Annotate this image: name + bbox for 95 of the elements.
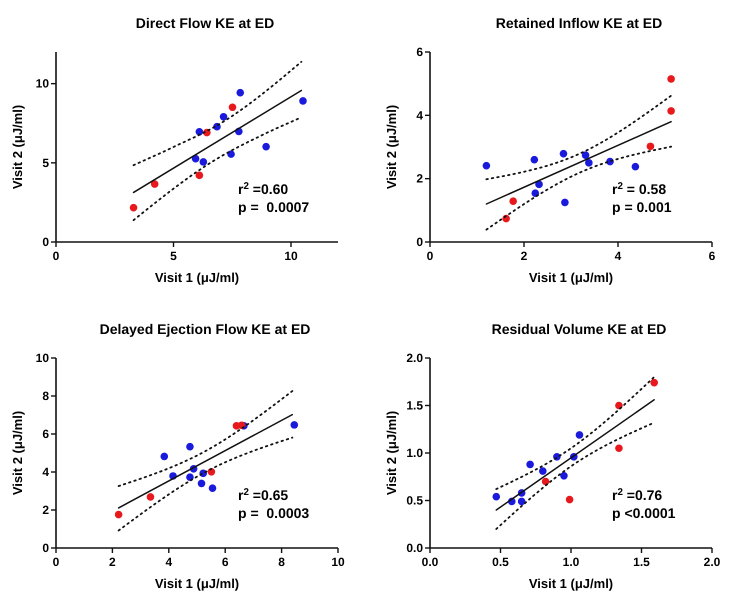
- x-axis-title: Visit 1 (μJ/ml): [528, 270, 614, 285]
- point: [526, 460, 534, 468]
- point: [262, 142, 270, 150]
- point: [582, 151, 590, 160]
- y-axis-title: Visit 2 (μJ/ml): [10, 104, 25, 190]
- line-series: [132, 60, 302, 166]
- y-tick-label: 10: [36, 351, 50, 365]
- point: [290, 421, 298, 429]
- x-axis-title: Visit 1 (μJ/ml): [528, 576, 614, 591]
- point: [228, 103, 236, 112]
- x-tick-label: 10: [331, 555, 345, 569]
- x-tick-label: 10: [284, 249, 298, 263]
- x-tick-label: 6: [222, 555, 229, 569]
- point: [560, 150, 568, 158]
- point: [130, 204, 138, 212]
- point: [236, 88, 244, 96]
- y-tick-label: 6: [416, 45, 424, 59]
- point: [615, 444, 623, 452]
- y-axis-title: Visit 2 (μJ/ml): [384, 410, 399, 496]
- point: [114, 510, 122, 518]
- x-tick-label: 2.0: [704, 555, 721, 569]
- x-tick-label: 1.5: [633, 555, 650, 569]
- y-tick-label: 2: [42, 503, 50, 517]
- point: [632, 162, 640, 170]
- point: [227, 150, 235, 158]
- y-tick-label: 0.0: [406, 541, 424, 555]
- point: [539, 467, 547, 475]
- x-tick-label: 0: [52, 555, 60, 569]
- y-tick-label: 0: [42, 235, 50, 249]
- y-axis-title: Visit 2 (μJ/ml): [384, 104, 399, 190]
- point: [146, 493, 154, 501]
- chart-title: Retained Inflow KE at ED: [496, 15, 662, 31]
- y-tick-label: 4: [416, 108, 424, 122]
- point: [667, 75, 675, 83]
- chart-title: Residual Volume KE at ED: [492, 321, 666, 337]
- y-tick-label: 10: [36, 76, 50, 91]
- annotation: p <0.0001: [612, 505, 676, 521]
- x-tick-label: 5: [170, 249, 178, 263]
- annotation: p = 0.001: [612, 199, 672, 215]
- y-tick-label: 2.0: [406, 351, 424, 365]
- y-tick-label: 0: [42, 541, 50, 555]
- point: [576, 431, 584, 439]
- x-tick-label: 0.5: [492, 555, 510, 569]
- point: [208, 484, 216, 492]
- point: [561, 198, 569, 206]
- x-axis-title: Visit 1 (μJ/ml): [154, 576, 240, 591]
- y-tick-label: 5: [42, 156, 50, 170]
- y-tick-label: 0.5: [406, 494, 424, 508]
- point: [560, 472, 568, 480]
- y-tick-label: 2: [416, 172, 424, 186]
- point: [150, 180, 158, 188]
- point: [196, 172, 204, 180]
- x-tick-label: 1.0: [562, 555, 580, 569]
- point: [667, 107, 675, 115]
- point: [220, 112, 228, 121]
- x-tick-label: 0: [426, 249, 434, 263]
- y-tick-label: 1.5: [406, 398, 424, 412]
- annotation: r$^{2}$ = 0.58: [612, 180, 666, 197]
- x-tick-label: 0: [52, 249, 60, 263]
- annotation: r$^{2}$ =0.60: [238, 180, 288, 197]
- chart-title: Delayed Ejection Flow KE at ED: [100, 321, 310, 337]
- x-tick-label: 8: [278, 555, 286, 569]
- y-tick-label: 0: [416, 235, 424, 249]
- point: [509, 197, 517, 205]
- point: [530, 156, 538, 164]
- y-tick-label: 4: [42, 465, 50, 479]
- chart-title: Direct Flow KE at ED: [136, 15, 274, 31]
- annotation: p = 0.0007: [238, 199, 310, 215]
- point: [198, 480, 206, 488]
- annotation: r$^{2}$ =0.65: [238, 486, 288, 503]
- x-tick-label: 4: [165, 555, 172, 569]
- x-tick-label: 4: [614, 249, 622, 263]
- x-tick-label: 2: [109, 555, 116, 569]
- point: [299, 97, 307, 105]
- point: [200, 158, 208, 166]
- annotation: p = 0.0003: [238, 505, 310, 521]
- point: [492, 492, 500, 500]
- point: [160, 452, 168, 460]
- point: [566, 496, 574, 504]
- y-tick-label: 6: [42, 427, 50, 441]
- point: [186, 442, 194, 451]
- x-tick-label: 6: [708, 249, 716, 263]
- point: [482, 162, 490, 170]
- point: [531, 189, 540, 198]
- point: [650, 378, 658, 386]
- y-tick-label: 8: [42, 389, 50, 403]
- point: [585, 159, 593, 167]
- annotation: r$^{2}$ =0.76: [612, 486, 662, 503]
- x-axis-title: Visit 1 (μJ/ml): [154, 270, 240, 285]
- y-tick-label: 1.0: [406, 446, 424, 460]
- x-tick-label: 2: [520, 249, 528, 263]
- point: [518, 498, 526, 506]
- point: [192, 154, 200, 163]
- point: [646, 142, 654, 150]
- y-axis-title: Visit 2 (μJ/ml): [10, 410, 25, 496]
